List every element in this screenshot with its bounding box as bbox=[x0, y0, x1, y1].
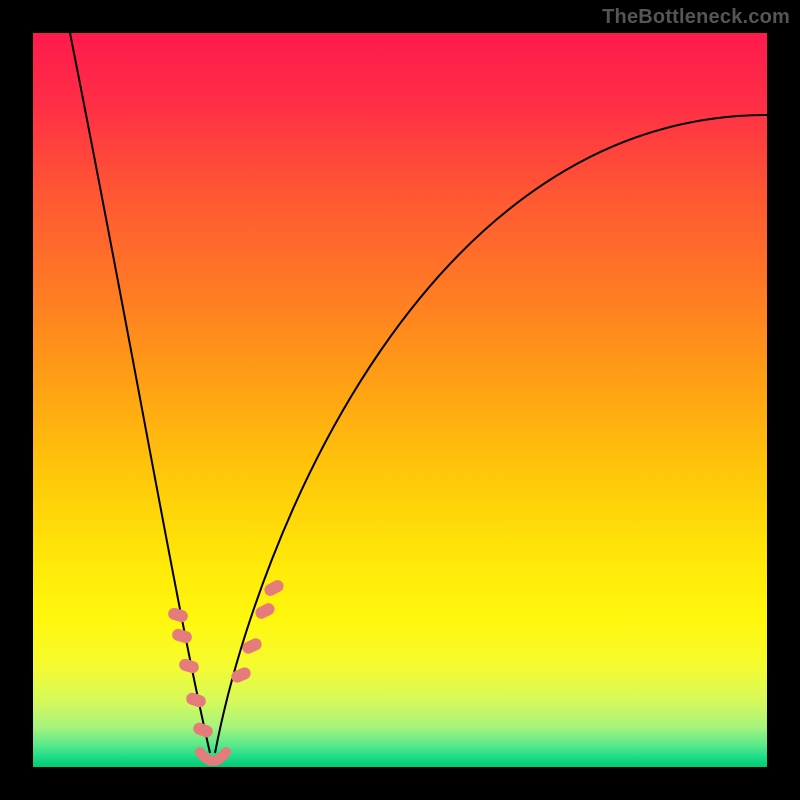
watermark-text: TheBottleneck.com bbox=[602, 6, 790, 29]
bottleneck-chart bbox=[0, 0, 800, 800]
gradient-background bbox=[33, 33, 767, 767]
stage: TheBottleneck.com bbox=[0, 0, 800, 800]
